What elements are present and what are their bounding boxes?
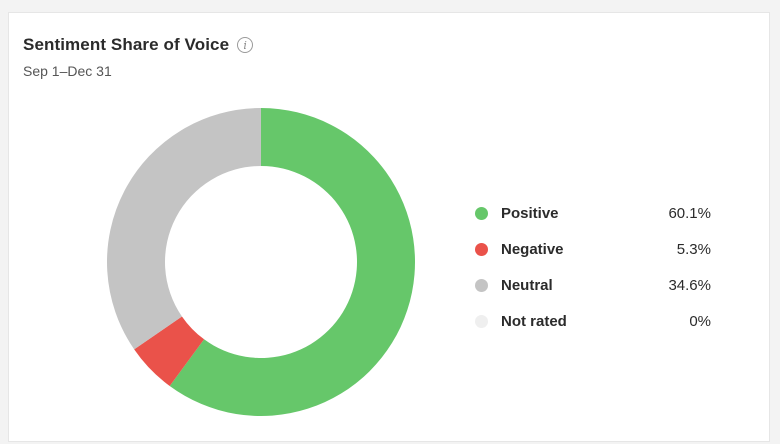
donut-slice-negative[interactable] (134, 316, 205, 387)
legend-item-neutral[interactable]: Neutral 34.6% (475, 267, 711, 303)
date-range: Sep 1–Dec 31 (23, 63, 112, 79)
legend-item-not-rated[interactable]: Not rated 0% (475, 303, 711, 339)
legend-dot-positive (475, 206, 488, 220)
legend-dot-neutral (475, 278, 488, 292)
legend-label-neutral: Neutral (501, 276, 553, 294)
title-row: Sentiment Share of Voice i (23, 35, 254, 55)
donut-slice-neutral[interactable] (107, 107, 261, 350)
donut-slice-positive[interactable] (169, 108, 415, 416)
sentiment-card: Sentiment Share of Voice i Sep 1–Dec 31 … (8, 12, 770, 442)
info-icon[interactable]: i (237, 37, 254, 53)
legend-value-not-rated: 0% (689, 312, 711, 330)
legend-dot-not-rated (475, 314, 488, 328)
legend-label-negative: Negative (501, 240, 564, 258)
legend-dot-negative (475, 242, 488, 256)
legend-value-negative: 5.3% (676, 240, 711, 258)
chart-title: Sentiment Share of Voice (23, 35, 230, 54)
legend-label-positive: Positive (501, 204, 559, 222)
legend-value-positive: 60.1% (668, 204, 711, 222)
legend-label-not-rated: Not rated (501, 312, 567, 330)
chart-legend: Positive 60.1% Negative 5.3% Neutral 34.6% Not… (475, 195, 711, 339)
legend-value-neutral: 34.6% (668, 276, 711, 294)
legend-item-positive[interactable]: Positive 60.1% (475, 195, 711, 231)
card-header: Sentiment Share of Voice i Sep 1–Dec 31 (23, 35, 254, 79)
legend-item-negative[interactable]: Negative 5.3% (475, 231, 711, 267)
donut-chart (107, 107, 415, 416)
